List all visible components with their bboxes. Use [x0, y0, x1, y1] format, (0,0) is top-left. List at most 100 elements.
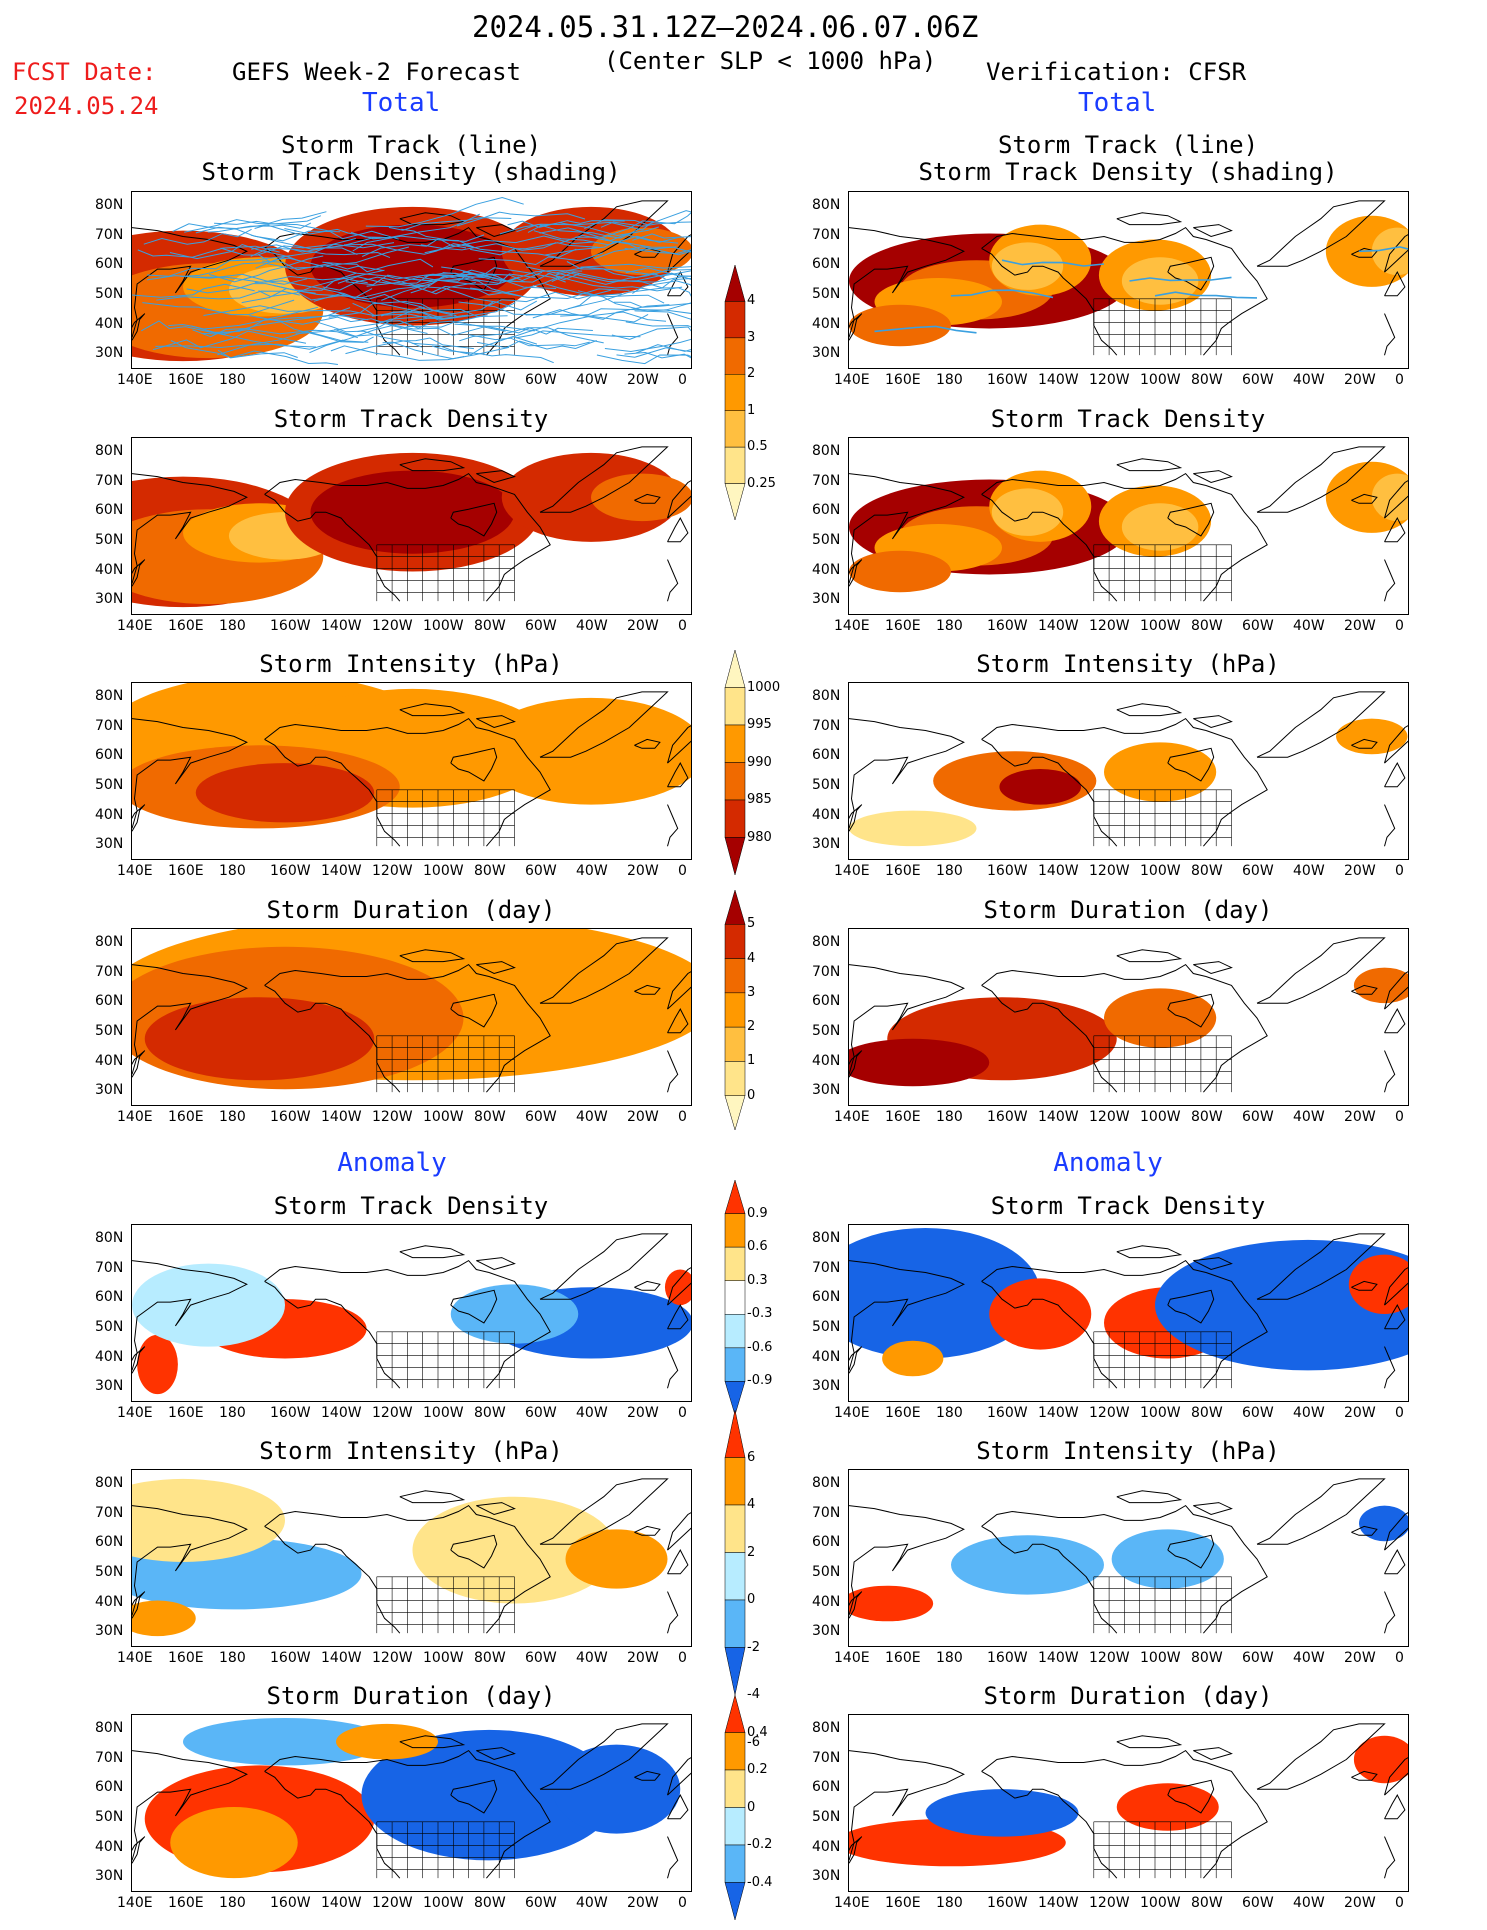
forecast-lon-tick-label: 160W: [270, 1650, 311, 1666]
colorbar-swatch: [724, 1504, 746, 1553]
storm-track-line: [594, 246, 691, 260]
colorbar-label-density_anom: -0.9: [747, 1373, 773, 1389]
verification-lat-tick-label: 70N: [812, 472, 841, 489]
forecast-lon-tick-label: 160E: [168, 1405, 204, 1421]
coastline: [539, 1233, 669, 1300]
verification-lon-tick-label: 180: [936, 1405, 963, 1421]
forecast-lon-tick-label: 120W: [372, 372, 413, 388]
coastline: [1384, 804, 1396, 847]
coastline: [486, 1272, 551, 1389]
forecast-field-blob: [144, 997, 375, 1081]
forecast-map-panel-3: [131, 682, 692, 860]
coastline: [634, 738, 661, 749]
forecast-lon-tick-label: 20W: [627, 1895, 659, 1911]
forecast-lon-tick-label: 60W: [525, 618, 557, 634]
forecast-field-blob: [664, 1269, 691, 1306]
forecast-lat-tick-label: 50N: [95, 531, 124, 548]
verification-map-svg-4: [849, 937, 1408, 1093]
storm-track-line: [254, 280, 373, 299]
coastline: [264, 1280, 401, 1389]
verification-lon-tick-label: 160E: [885, 1405, 921, 1421]
coastline: [1351, 493, 1378, 504]
verification-field-blob: [1121, 503, 1199, 551]
forecast-map-svg-6: [132, 1478, 691, 1637]
forecast-lon-tick-label: 140W: [321, 1895, 362, 1911]
storm-track-line: [1358, 246, 1408, 253]
storm-track-line: [634, 310, 691, 320]
forecast-lon-tick-label: 80W: [474, 863, 506, 879]
forecast-lon-tick-label: 160E: [168, 1109, 204, 1125]
forecast-lat-tick-label: 60N: [95, 1289, 124, 1306]
colorbar-swatch: [724, 1599, 746, 1648]
coastline: [981, 717, 1207, 740]
verification-lat-tick-label: 80N: [812, 1719, 841, 1736]
forecast-lon-tick-label: 140E: [117, 618, 153, 634]
forecast-lon-tick-label: 80W: [474, 618, 506, 634]
verification-lon-tick-label: 160W: [987, 863, 1028, 879]
forecast-lat-tick-label: 40N: [95, 806, 124, 823]
storm-track-line: [596, 354, 691, 365]
verification-lon-tick-label: 0: [1395, 372, 1404, 388]
coastline: [1193, 1502, 1233, 1516]
forecast-lon-tick-label: 60W: [525, 372, 557, 388]
storm-track-line: [411, 273, 557, 289]
storm-track-line: [532, 304, 670, 320]
forecast-lat-tick-label: 70N: [95, 226, 124, 243]
verification-lon-tick-label: 0: [1395, 1650, 1404, 1666]
coastline: [399, 1490, 466, 1504]
coastline: [132, 804, 146, 832]
storm-track-line: [315, 321, 423, 348]
forecast-map-panel-5: [131, 1224, 692, 1402]
storm-track-line: [624, 351, 691, 359]
coastline: [667, 804, 679, 847]
verification-map-panel-1: [848, 191, 1409, 369]
verification-lon-tick-label: 140E: [834, 863, 870, 879]
forecast-lon-tick-label: 120W: [372, 863, 413, 879]
colorbar-swatch: [724, 1457, 746, 1506]
verification-map-svg-7: [849, 1723, 1408, 1879]
storm-track-line: [191, 275, 368, 284]
verification-lon-tick-label: 40W: [1293, 372, 1325, 388]
storm-track-line: [424, 235, 595, 254]
forecast-lon-tick-label: 160W: [270, 1895, 311, 1911]
colorbar-swatch: [724, 374, 746, 411]
verification-map-panel-6: [848, 1469, 1409, 1647]
forecast-lon-tick-label: 180: [219, 1650, 246, 1666]
storm-track-line: [424, 272, 536, 284]
verification-lon-tick-label: 140W: [1038, 1405, 1079, 1421]
forecast-lon-tick-label: 20W: [627, 1109, 659, 1125]
forecast-lon-tick-label: 40W: [576, 1405, 608, 1421]
coastline: [1384, 762, 1406, 788]
verification-panel-2-title-line-1: Storm Track Density: [990, 405, 1266, 433]
coastline: [1116, 212, 1183, 226]
colorbar-label-duration: 0: [747, 1087, 756, 1103]
forecast-map-svg-4: [132, 929, 691, 1093]
storm-track-line: [604, 338, 691, 353]
forecast-lon-tick-label: 120W: [372, 1895, 413, 1911]
coastline: [450, 1289, 498, 1324]
colorbar-swatch: [724, 1769, 746, 1808]
verification-field-blob: [1104, 988, 1217, 1048]
colorbar-label-intensity: 980: [747, 829, 772, 845]
verification-map-svg-5: [849, 1227, 1408, 1389]
colorbar-label-density: 0.5: [747, 439, 768, 455]
colorbar-swatch: [724, 1694, 746, 1733]
coastline: [1203, 239, 1268, 356]
verification-lat-tick-label: 50N: [812, 776, 841, 793]
coastline: [667, 1304, 689, 1330]
verification-lon-tick-label: 180: [936, 1109, 963, 1125]
verification-lat-tick-label: 60N: [812, 256, 841, 273]
coastline: [667, 313, 679, 356]
storm-track-line: [250, 234, 388, 250]
storm-track-line: [410, 272, 526, 294]
forecast-map-svg-1: [132, 196, 691, 365]
coastline: [132, 1836, 146, 1864]
coastline: [634, 1525, 661, 1536]
verification-lon-tick-label: 100W: [1140, 1109, 1181, 1125]
verification-panel-4-title-line-1: Storm Duration (day): [983, 896, 1273, 924]
storm-track-line: [146, 273, 308, 285]
storm-track-line: [343, 243, 478, 255]
fcst-date-value: 2024.05.24: [14, 92, 159, 120]
storm-track-line: [481, 293, 622, 316]
forecast-lon-tick-label: 80W: [474, 1109, 506, 1125]
